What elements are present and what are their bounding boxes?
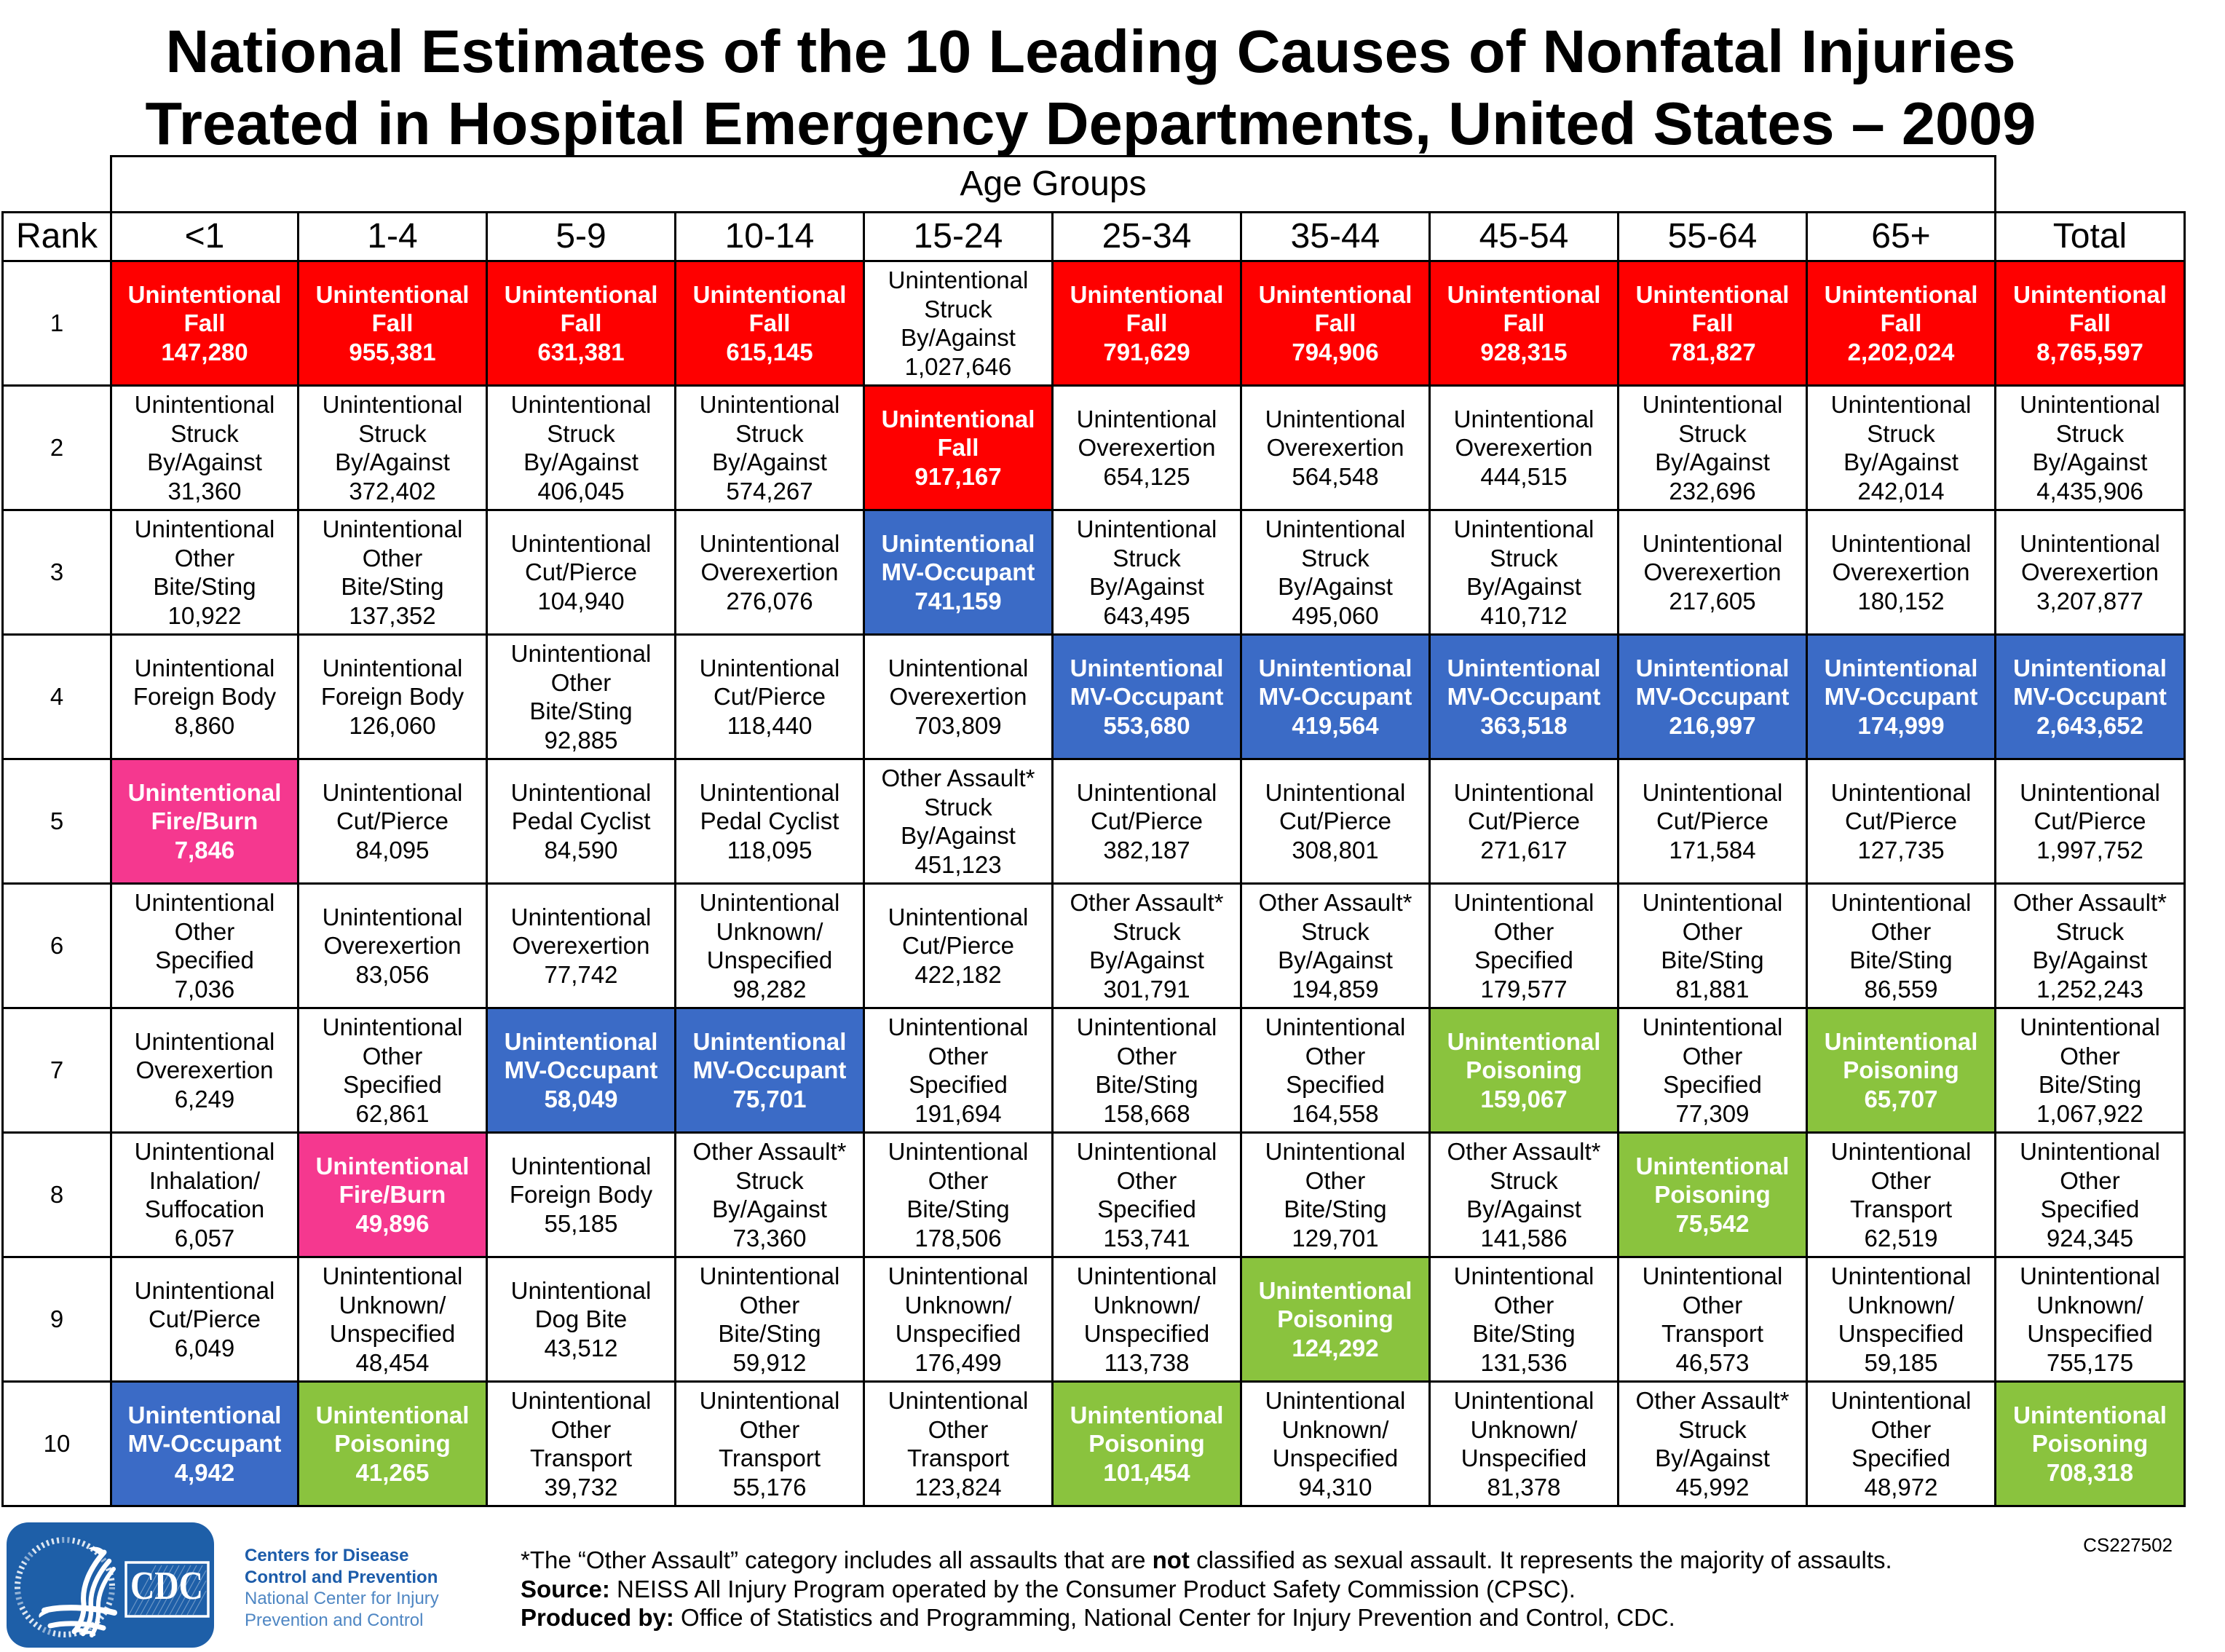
svg-text:CDC: CDC — [130, 1563, 203, 1608]
